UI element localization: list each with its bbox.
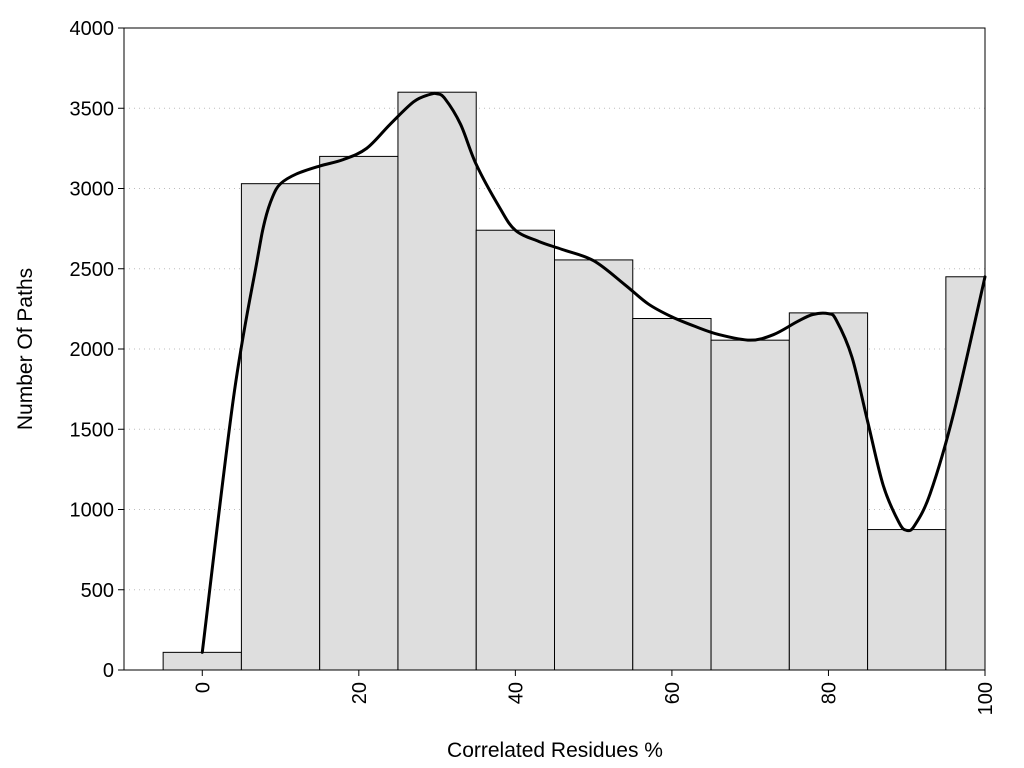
bar-60 <box>632 318 712 671</box>
bar-30 <box>397 91 477 671</box>
bar-layer <box>162 91 986 671</box>
y-tick-label-2500: 2500 <box>70 259 115 281</box>
y-tick-label-3500: 3500 <box>70 98 115 120</box>
bar-100 <box>945 276 986 671</box>
y-tick-label-4000: 4000 <box>70 18 115 40</box>
bar-20 <box>319 155 399 671</box>
bar-90 <box>867 529 947 671</box>
bar-50 <box>554 259 634 671</box>
x-tick-label-40: 40 <box>505 682 527 704</box>
x-tick-label-60: 60 <box>662 682 684 704</box>
y-tick-label-2000: 2000 <box>70 339 115 361</box>
tick-layer: 0 500 1000 1500 2000 2500 3000 3500 4000 0 20 40 60 8… <box>70 18 998 715</box>
x-tick-label-0: 0 <box>192 682 214 693</box>
x-axis-title: Correlated Residues % <box>447 739 663 762</box>
bar-0 <box>162 651 242 671</box>
density-curve <box>200 91 987 654</box>
x-tick-label-100: 100 <box>975 682 997 715</box>
bar-40 <box>475 229 555 671</box>
y-tick-label-500: 500 <box>81 580 114 602</box>
y-axis-title: Number Of Paths <box>14 268 37 430</box>
y-tick-label-1500: 1500 <box>70 419 115 441</box>
x-tick-label-20: 20 <box>349 682 371 704</box>
bar-10 <box>240 183 321 671</box>
y-tick-label-0: 0 <box>103 660 114 682</box>
y-tick-label-1000: 1000 <box>70 500 115 522</box>
bar-70 <box>710 339 790 671</box>
bar-80 <box>788 312 869 671</box>
y-tick-label-3000: 3000 <box>70 179 115 201</box>
x-tick-label-80: 80 <box>818 682 840 704</box>
curve-layer <box>200 91 987 654</box>
